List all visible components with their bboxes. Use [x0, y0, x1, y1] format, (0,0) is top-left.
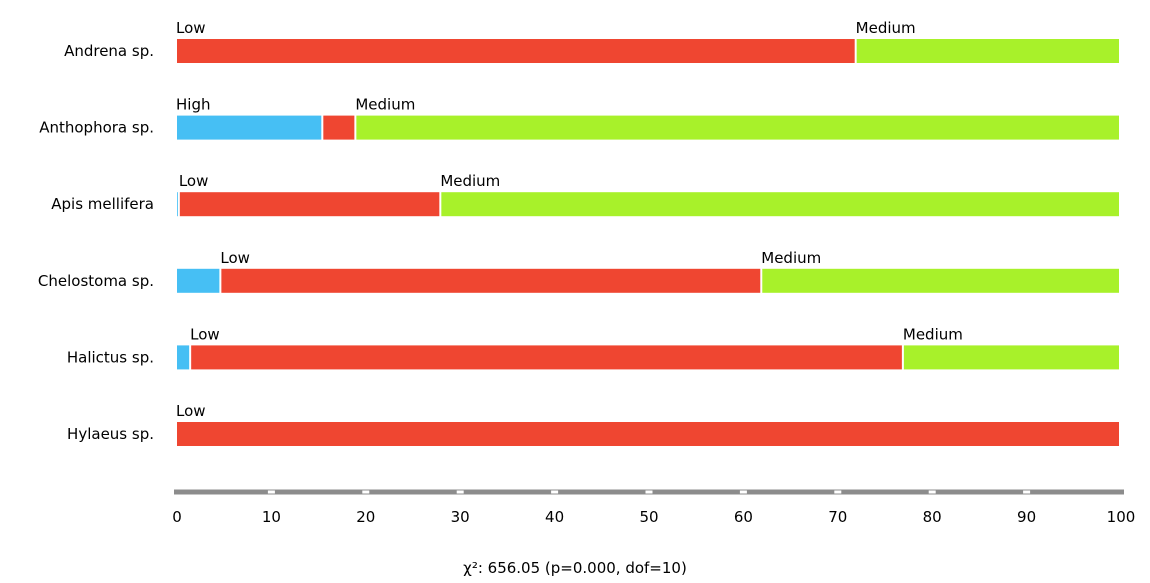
x-tick-label: 40 — [545, 508, 564, 526]
x-tick-label: 90 — [1017, 508, 1036, 526]
category-label: Apis mellifera — [51, 195, 154, 213]
x-tick-label: 60 — [734, 508, 753, 526]
category-label: Halictus sp. — [67, 348, 154, 366]
x-tick-mark — [834, 490, 842, 494]
bar-row-apis-mellifera: Apis mellifera Low Medium — [51, 172, 1119, 217]
x-tick-mark — [362, 490, 370, 494]
bar-segment-low — [323, 115, 355, 140]
bar-segment-medium — [356, 115, 1119, 140]
segment-label-medium: Medium — [903, 325, 963, 343]
bar-row-chelostoma-sp: Chelostoma sp. Low Medium — [38, 249, 1119, 293]
segment-label-medium: Medium — [761, 249, 821, 267]
segment-label-medium: Medium — [856, 19, 916, 37]
segment-label-medium: Medium — [355, 96, 415, 114]
segment-label-low: Low — [220, 249, 250, 267]
segment-label-high: High — [176, 96, 210, 114]
x-tick-label: 10 — [262, 508, 281, 526]
bar-segment-medium — [762, 268, 1119, 293]
bar-segment-low — [177, 39, 855, 63]
x-axis: 0 10 20 30 40 50 60 70 80 90 100 — [172, 489, 1136, 526]
x-tick-mark — [739, 490, 747, 494]
x-tick-label: 80 — [923, 508, 942, 526]
bar-segment-high — [177, 268, 220, 293]
bar-segment-high — [177, 345, 190, 370]
bar-row-anthophora-sp: Anthophora sp. High Medium — [39, 96, 1119, 140]
category-label: Anthophora sp. — [39, 119, 154, 137]
bar-row-hylaeus-sp: Hylaeus sp. Low — [67, 402, 1119, 446]
bar-segment-low — [221, 268, 761, 293]
x-tick-label: 0 — [172, 508, 182, 526]
chi-square-statistic: χ²: 656.05 (p=0.000, dof=10) — [463, 559, 687, 577]
x-tick-label: 50 — [639, 508, 658, 526]
bar-segment-low — [179, 192, 440, 217]
segment-label-low: Low — [179, 172, 209, 190]
x-tick-label: 20 — [356, 508, 375, 526]
bar-segment-high — [177, 115, 322, 140]
bar-row-halictus-sp: Halictus sp. Low Medium — [67, 325, 1119, 370]
bar-segment-medium — [441, 192, 1119, 217]
segment-label-medium: Medium — [440, 172, 500, 190]
x-tick-label: 70 — [828, 508, 847, 526]
x-tick-mark — [645, 490, 653, 494]
bar-segment-high — [177, 192, 178, 217]
x-tick-mark — [551, 490, 559, 494]
bars-group: Andrena sp. Low Medium Anthophora sp. High Me… — [38, 19, 1119, 446]
x-tick-mark — [456, 490, 464, 494]
bar-segment-medium — [856, 39, 1119, 63]
bar-segment-medium — [903, 345, 1119, 370]
category-label: Andrena sp. — [64, 42, 154, 60]
bar-row-andrena-sp: Andrena sp. Low Medium — [64, 19, 1119, 63]
x-tick-mark — [928, 490, 936, 494]
x-tick-label: 30 — [451, 508, 470, 526]
bar-segment-low — [191, 345, 902, 370]
category-label: Hylaeus sp. — [67, 425, 154, 443]
category-label: Chelostoma sp. — [38, 272, 154, 290]
x-tick-label: 100 — [1107, 508, 1136, 526]
x-tick-mark — [1023, 490, 1031, 494]
x-tick-mark — [267, 490, 275, 494]
bar-segment-low — [177, 422, 1119, 446]
segment-label-low: Low — [176, 402, 206, 420]
segment-label-low: Low — [176, 19, 206, 37]
segment-label-low: Low — [190, 325, 220, 343]
